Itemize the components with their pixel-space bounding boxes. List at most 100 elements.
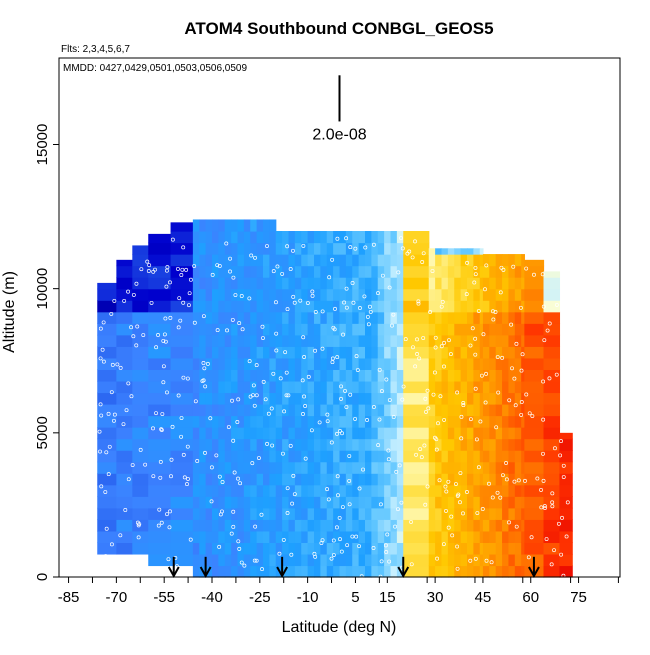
- heatmap-cell: [250, 438, 258, 451]
- observation-point: [543, 506, 547, 510]
- heatmap-cell: [345, 415, 353, 428]
- heatmap-cell: [447, 369, 455, 382]
- observation-point: [493, 310, 498, 314]
- heatmap-cell: [428, 415, 436, 428]
- heatmap-cell: [275, 231, 283, 244]
- observation-point: [231, 509, 236, 514]
- heatmap-cell: [212, 346, 219, 359]
- heatmap-cell: [307, 334, 315, 347]
- observation-point: [122, 298, 127, 303]
- heatmap-cell: [212, 288, 219, 301]
- heatmap-cell: [263, 450, 270, 463]
- heatmap-cell: [390, 438, 398, 451]
- heatmap-cell: [218, 404, 226, 417]
- observation-point: [220, 480, 225, 484]
- observation-point: [443, 484, 448, 489]
- heatmap-cell: [460, 450, 468, 463]
- heatmap-cell: [250, 369, 258, 382]
- heatmap-cell: [467, 438, 474, 451]
- observation-point: [175, 266, 180, 271]
- heatmap-cell: [205, 484, 213, 497]
- observation-point: [344, 286, 349, 291]
- heatmap-cell: [365, 427, 372, 440]
- heatmap-cell: [314, 346, 321, 359]
- observation-point: [156, 523, 161, 528]
- heatmap-cell: [269, 277, 277, 290]
- heatmap-cell: [307, 438, 315, 451]
- heatmap-cell: [428, 380, 436, 394]
- heatmap-cell: [205, 369, 213, 382]
- heatmap-cell: [275, 415, 283, 428]
- heatmap-cell: [482, 427, 490, 440]
- heatmap-cell: [212, 311, 219, 324]
- heatmap-cell: [508, 427, 516, 440]
- heatmap-cell: [224, 496, 232, 509]
- observation-point: [180, 267, 185, 272]
- heatmap-cell: [132, 461, 149, 474]
- heatmap-cell: [339, 461, 347, 474]
- heatmap-cell: [263, 565, 270, 578]
- heatmap-cell: [358, 496, 366, 509]
- heatmap-cell: [294, 369, 302, 382]
- heatmap-cell: [543, 484, 561, 497]
- heatmap-cell: [514, 507, 522, 520]
- sounding-arrow-head: [167, 566, 180, 579]
- observation-point: [426, 406, 431, 411]
- observation-point: [556, 521, 561, 526]
- heatmap-cell: [301, 415, 309, 428]
- heatmap-cell: [524, 427, 545, 440]
- observation-point: [545, 328, 550, 333]
- heatmap-cell: [435, 519, 443, 532]
- heatmap-cell: [514, 254, 522, 267]
- heatmap-cell: [365, 392, 372, 405]
- heatmap-cell: [524, 369, 545, 382]
- observation-point: [547, 376, 552, 381]
- heatmap-cell: [521, 461, 525, 474]
- heatmap-cell: [199, 369, 207, 382]
- observation-point: [362, 294, 367, 299]
- heatmap-cell: [212, 415, 219, 428]
- heatmap-cell: [250, 357, 258, 370]
- observation-point: [126, 381, 131, 386]
- observation-point: [565, 500, 570, 505]
- heatmap-cell: [170, 222, 194, 232]
- heatmap-cell: [358, 484, 366, 497]
- heatmap-cell: [365, 311, 372, 324]
- heatmap-cell: [301, 461, 309, 474]
- x-tick-label: 75: [570, 589, 587, 606]
- heatmap-cell: [521, 438, 525, 451]
- heatmap-cell: [326, 450, 334, 463]
- observation-point: [455, 566, 460, 571]
- sounding-arrow-head: [199, 566, 212, 579]
- observation-point: [377, 417, 382, 422]
- observation-point: [564, 534, 569, 539]
- heatmap-cell: [345, 380, 353, 394]
- heatmap-cell: [132, 346, 149, 359]
- heatmap-cell: [435, 323, 443, 336]
- observation-point: [118, 365, 123, 370]
- observation-point: [261, 336, 265, 341]
- heatmap-cell: [320, 484, 328, 497]
- observation-point: [400, 246, 405, 251]
- heatmap-cell: [243, 461, 251, 474]
- heatmap-cell: [447, 300, 455, 313]
- heatmap-cell: [269, 553, 277, 567]
- heatmap-cell: [132, 277, 149, 290]
- observation-point: [519, 412, 524, 417]
- heatmap-cell: [224, 369, 232, 382]
- heatmap-cell: [339, 542, 347, 555]
- heatmap-cell: [333, 530, 341, 543]
- heatmap-cell: [205, 427, 213, 440]
- heatmap-cell: [495, 404, 503, 417]
- observation-point: [550, 500, 555, 505]
- heatmap-cell: [314, 392, 321, 405]
- observation-point: [100, 347, 105, 352]
- heatmap-cell: [482, 404, 490, 417]
- observation-point: [103, 554, 108, 558]
- sounding-arrow-head: [276, 566, 288, 579]
- heatmap-cell: [428, 461, 436, 474]
- observation-point: [303, 404, 308, 408]
- heatmap-cell: [326, 461, 334, 474]
- heatmap-cell: [231, 380, 239, 394]
- observation-point: [232, 470, 237, 475]
